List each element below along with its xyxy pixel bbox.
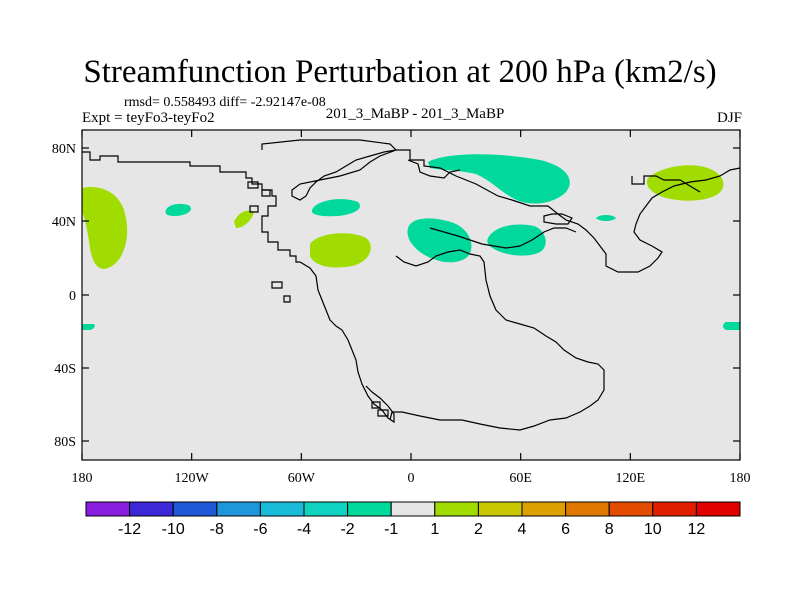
map-background — [82, 130, 740, 460]
colorbar-swatch — [652, 501, 697, 517]
coastline-mediterranean — [429, 227, 577, 249]
lat-tick-label: 40S — [54, 362, 76, 377]
lon-tick-label: 180 — [72, 471, 93, 486]
coastline-arctic-islands — [407, 159, 461, 179]
lat-tick-label: 40N — [52, 215, 76, 230]
season-label: DJF — [716, 110, 742, 126]
experiment-label: Expt = teyFo3-teyFo2 — [82, 110, 215, 126]
lat-tick-label: 0 — [69, 289, 76, 304]
colorbar-label: 4 — [518, 521, 527, 538]
lon-tick-label: 120W — [175, 471, 210, 486]
negative-region-central-pacific — [165, 203, 191, 216]
colorbar-swatch — [216, 501, 261, 517]
colorbar-label: 1 — [430, 521, 439, 538]
colorbar-label: -8 — [210, 521, 224, 538]
colorbar-label: -1 — [384, 521, 398, 538]
negative-anomaly-regions — [82, 154, 740, 330]
colorbar-swatch — [565, 501, 610, 517]
positive-region-atlantic — [310, 233, 371, 268]
colorbar-swatch — [85, 501, 131, 517]
latitude-axis: 80N 40N 0 40S 80S — [52, 142, 740, 450]
lon-tick-label: 120E — [616, 471, 646, 486]
colorbar-label: -12 — [118, 521, 141, 538]
coastline-antarctic-fragments — [371, 401, 389, 417]
colorbar-label: -6 — [253, 521, 267, 538]
coastline-east-asia — [631, 175, 701, 193]
colorbar-swatch — [695, 501, 741, 517]
colorbar-swatch — [521, 501, 567, 517]
lon-tick-label: 180 — [730, 471, 751, 486]
map-title: Streamfunction Perturbation at 200 hPa (… — [83, 54, 717, 90]
colorbar: -12 -10 -8 -6 -4 -2 -1 1 2 4 6 8 10 12 — [85, 501, 741, 538]
colorbar-label: 8 — [605, 521, 614, 538]
colorbar-label: -10 — [162, 521, 185, 538]
coastline-caribbean-islands — [271, 281, 291, 303]
colorbar-swatch — [303, 501, 349, 517]
colorbar-swatch — [172, 501, 218, 517]
case-label: 201_3_MaBP - 201_3_MaBP — [325, 106, 505, 122]
rmsd-stats: rmsd= 0.558493 diff= -2.92147e-08 — [124, 95, 326, 110]
coastline-europe-south — [389, 249, 605, 431]
colorbar-swatch — [390, 501, 436, 517]
negative-region-north-atlantic — [311, 199, 360, 217]
colorbar-label: 12 — [688, 521, 706, 538]
colorbar-swatch — [608, 501, 654, 517]
colorbar-swatch — [477, 501, 523, 517]
longitude-axis: 180 120W 60W 0 60E 120E 180 — [72, 130, 751, 486]
positive-anomaly-regions — [82, 165, 724, 269]
lon-tick-label: 60E — [509, 471, 532, 486]
negative-region-east-asia — [596, 215, 616, 221]
coastline-greenland — [261, 139, 398, 201]
positive-region-pacific-west — [82, 186, 128, 269]
negative-region-right-edge — [723, 322, 740, 330]
colorbar-label: -4 — [297, 521, 311, 538]
colorbar-label: -2 — [340, 521, 354, 538]
negative-region-eurasia — [428, 154, 570, 204]
positive-region-north-america — [234, 210, 254, 228]
colorbar-label: 6 — [561, 521, 570, 538]
lon-tick-label: 0 — [408, 471, 415, 486]
colorbar-swatch — [434, 501, 479, 517]
coastline-eurasia-north — [396, 149, 741, 273]
colorbar-label: 2 — [474, 521, 483, 538]
negative-region-left-edge — [82, 324, 95, 330]
colorbar-swatch — [347, 501, 392, 517]
colorbar-label: 10 — [644, 521, 662, 538]
coastline-south-america — [299, 261, 395, 424]
coastline-asia-minor — [543, 213, 573, 225]
lon-tick-label: 60W — [288, 471, 316, 486]
colorbar-swatch — [129, 501, 174, 517]
continent-outlines — [82, 139, 741, 431]
lat-tick-label: 80N — [52, 142, 76, 157]
colorbar-swatch — [259, 501, 305, 517]
lat-tick-label: 80S — [54, 435, 76, 450]
coastline-canadian-islands — [247, 181, 271, 213]
